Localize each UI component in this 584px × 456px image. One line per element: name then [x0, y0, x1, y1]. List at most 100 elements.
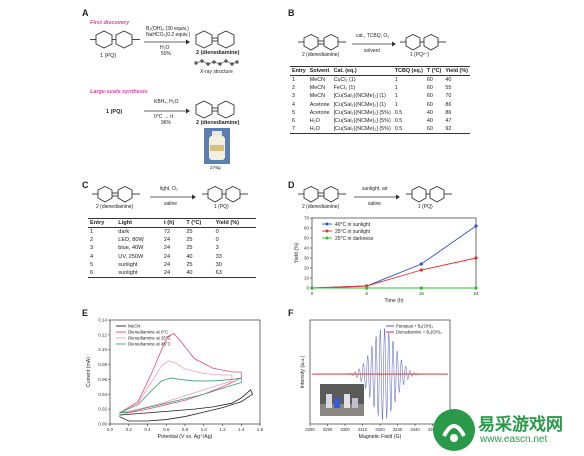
- data-point: [474, 256, 478, 260]
- chart-f: 328032903300331033203330334033503360Magn…: [300, 319, 455, 440]
- table-row: 5 Acetone [Cu(Sal₂)(NCMe)₂] (5%) 0.5 40 86: [290, 109, 470, 117]
- table-cell: 0: [215, 237, 219, 244]
- product-bottle-photo: [204, 128, 230, 164]
- reagents-large-1: KBH₄, H₂O: [154, 99, 179, 105]
- mass-label: 276g: [210, 166, 221, 171]
- xray-label: X-ray structure: [200, 69, 233, 75]
- table-cell: 60: [426, 85, 433, 92]
- table-cell: 4: [90, 253, 94, 260]
- table-b-header: Cat. (eq.): [331, 66, 393, 76]
- y-tick-label: 60: [304, 226, 310, 231]
- y-tick-label: 0.10: [98, 347, 107, 352]
- pq-label-1: 1 (PQ): [100, 53, 117, 59]
- y-tick-label: 30: [304, 256, 310, 261]
- table-cell: 60: [426, 101, 433, 108]
- y-tick-label: 0.04: [98, 392, 107, 397]
- table-cell: 25: [186, 229, 193, 236]
- table-b-header: T (°C): [424, 66, 444, 76]
- dienediamine-structure-b: [298, 34, 346, 51]
- data-point: [365, 286, 369, 290]
- table-row: 5 sunlight 24 25 30: [88, 261, 256, 269]
- table-c-header: T (°C): [184, 218, 214, 228]
- data-point: [419, 286, 423, 290]
- solvent-a1: H₂O: [160, 45, 170, 51]
- dienediamine-label-2: 2 (dienediamine): [196, 120, 240, 126]
- table-cell: [Cu(Sal₂)(NCMe)₂] (5%): [333, 118, 391, 125]
- y-tick-label: 0.06: [98, 377, 107, 382]
- c-cond1: light, O₂: [160, 186, 178, 192]
- c-reactant-label: 2 (dienediamine): [96, 204, 134, 210]
- panel-e-label: E: [82, 308, 89, 318]
- table-cell: 5: [90, 261, 94, 268]
- y-tick-label: 70: [304, 216, 310, 221]
- watermark-logo-icon: [433, 409, 475, 451]
- panel-c: C 2 (dienediamine) light, O₂ saline 1 (P…: [82, 180, 272, 310]
- table-cell: 40: [426, 109, 433, 116]
- dienediamine-label-1: 2 (dienediamine): [196, 50, 240, 56]
- reagents-line-1: B₂(OH)₄ (30 equiv.): [146, 26, 189, 32]
- x-tick-label: 1.0: [201, 427, 208, 432]
- table-row: 7 H₂O [Cu(Sal₂)(NCMe)₂] (5%) 0.5 60 92: [290, 125, 470, 135]
- y-tick-label: 0.08: [98, 362, 107, 367]
- chart-d: 0 8 16 24 0 10 20 30 40 50 60 70 Time (h) Yield (%) 40…: [294, 216, 479, 305]
- table-cell: 24: [163, 245, 171, 252]
- d-cond1: sunlight, air: [362, 186, 388, 192]
- table-cell: 40: [426, 118, 433, 125]
- table-cell: 33: [215, 253, 222, 260]
- data-point: [419, 268, 423, 272]
- table-cell: 2: [90, 237, 94, 244]
- legend-entry: 40°C in sunlight: [335, 222, 371, 228]
- x-tick-label: 3290: [323, 427, 333, 432]
- x-tick-label: 3300: [340, 427, 350, 432]
- table-cell: 40: [445, 77, 452, 84]
- series-line: [311, 257, 477, 289]
- watermark-url[interactable]: www.eascn.net: [480, 434, 548, 445]
- x-axis-label: Time (h): [384, 298, 403, 304]
- table-cell: MeCN: [309, 85, 326, 92]
- x-tick-label: 0: [311, 291, 314, 296]
- table-cell: 86: [445, 101, 452, 108]
- table-cell: Acetone: [309, 101, 330, 108]
- legend-entry: Dienediamine + B₂(OH)₄: [396, 330, 442, 335]
- panel-b-label: B: [288, 8, 295, 18]
- panel-f-label: F: [288, 308, 294, 318]
- legend-entry: Dienediamine at 0°C: [128, 330, 168, 335]
- y-tick-label: 20: [304, 266, 310, 271]
- table-cell: 25: [186, 261, 193, 268]
- table-row: 2 LED, 80W 24 25 0: [88, 236, 256, 244]
- y-axis-label: Yield (%): [294, 242, 300, 263]
- reaction-arrow-a2: [144, 108, 190, 114]
- legend-entry: 25°C in sunlight: [335, 229, 371, 235]
- table-cell: 40: [184, 268, 214, 279]
- table-cell: LED, 80W: [118, 237, 144, 244]
- table-cell: 24: [163, 253, 171, 260]
- table-cell: 1: [394, 93, 398, 100]
- x-tick-label: 3280: [305, 427, 315, 432]
- table-cell: 7: [290, 125, 308, 135]
- c-cond2: saline: [164, 201, 178, 207]
- table-cell: H₂O: [307, 125, 332, 135]
- first-discovery-title: First discovery: [90, 20, 130, 26]
- table-row: 1 dark 72 25 0: [88, 228, 256, 237]
- watermark: 易采游戏网 www.eascn.net: [432, 406, 582, 454]
- panel-b: B 2 (dienediamine) cat., TCBQ, O₂ solven…: [288, 8, 488, 168]
- yield-a2: 96%: [161, 120, 172, 126]
- epr-inset-photo: [320, 384, 364, 416]
- legend-entry: MeCN: [128, 324, 140, 329]
- table-cell: Acetone: [309, 109, 330, 116]
- c-product-label: 1 (PQ): [214, 204, 229, 210]
- panel-a: A First discovery 1 (PQ) B₂(OH)₄ (30 equ…: [82, 8, 242, 178]
- table-cell: 40: [186, 253, 193, 260]
- x-tick-label: 0.0: [107, 427, 114, 432]
- d-reactant-label: 2 (dienediamine): [302, 204, 340, 210]
- table-cell: 60: [426, 77, 433, 84]
- series-line: [119, 377, 242, 414]
- table-row: 6 H₂O [Cu(Sal₂)(NCMe)₂] (5%) 0.5 40 47: [290, 117, 470, 125]
- legend-entry: Paraquat + B₂(OH)₄: [396, 324, 433, 329]
- data-point: [474, 224, 478, 228]
- y-axis-label: Current (mA): [86, 357, 92, 387]
- x-tick-label: 0.2: [126, 427, 133, 432]
- x-axis-label: Magnetic Field (G): [359, 434, 402, 440]
- table-row: 4 Acetone [Cu(Sal₂)(NCMe)₂] (1) 1 60 86: [290, 101, 470, 109]
- table-row: 4 UV, 250W 24 40 33: [88, 253, 256, 261]
